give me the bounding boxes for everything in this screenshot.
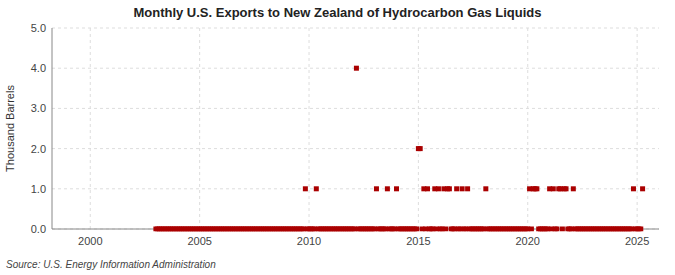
- point: [418, 146, 423, 151]
- x-grid-line: [199, 28, 200, 229]
- y-tick-label: 5.0: [31, 22, 46, 34]
- x-tick-label: 2005: [187, 235, 211, 247]
- point: [414, 227, 419, 232]
- point: [560, 227, 565, 232]
- y-grid-line: [52, 28, 659, 29]
- x-grid-line: [90, 28, 91, 229]
- y-tick-label: 1.0: [31, 183, 46, 195]
- point: [640, 186, 645, 191]
- x-tick-label: 2000: [78, 235, 102, 247]
- point: [314, 186, 319, 191]
- y-tick-label: 2.0: [31, 143, 46, 155]
- x-tick-label: 2010: [297, 235, 321, 247]
- point: [554, 227, 559, 232]
- point: [638, 227, 643, 232]
- point: [374, 186, 379, 191]
- x-tick-label: 2015: [406, 235, 430, 247]
- point: [425, 186, 430, 191]
- point: [460, 186, 465, 191]
- point: [303, 186, 308, 191]
- point: [551, 186, 556, 191]
- y-tick-label: 3.0: [31, 102, 46, 114]
- y-grid-line: [52, 108, 659, 109]
- point: [571, 186, 576, 191]
- point: [564, 186, 569, 191]
- y-tick-label: 4.0: [31, 62, 46, 74]
- title: Monthly U.S. Exports to New Zealand of H…: [133, 5, 541, 20]
- x-grid-line: [309, 28, 310, 229]
- point: [454, 186, 459, 191]
- x-grid-line: [637, 28, 638, 229]
- point: [354, 66, 359, 71]
- point: [529, 227, 534, 232]
- x-grid-line: [527, 28, 528, 229]
- chart: Monthly U.S. Exports to New Zealand of H…: [0, 0, 675, 275]
- point: [436, 186, 441, 191]
- point: [394, 186, 399, 191]
- x-tick-label: 2020: [516, 235, 540, 247]
- point: [443, 227, 448, 232]
- x-tick-label: 2025: [625, 235, 649, 247]
- point: [385, 186, 390, 191]
- point: [631, 186, 636, 191]
- source-note: Source: U.S. Energy Information Administ…: [6, 259, 216, 270]
- point: [465, 186, 470, 191]
- grid: [52, 28, 659, 229]
- y-axis-label: Thousand Barrels: [4, 85, 16, 172]
- point: [483, 186, 488, 191]
- axes: 0.0 1.0 2.0 3.0 4.0 5.0 2000 2005 2010 2015 2020 20…: [31, 22, 659, 247]
- point: [534, 186, 539, 191]
- x-grid-line: [418, 28, 419, 229]
- y-tick-label: 0.0: [31, 223, 46, 235]
- y-axis-line: [52, 28, 53, 229]
- y-grid-line: [52, 148, 659, 149]
- point: [447, 186, 452, 191]
- points: [153, 66, 645, 232]
